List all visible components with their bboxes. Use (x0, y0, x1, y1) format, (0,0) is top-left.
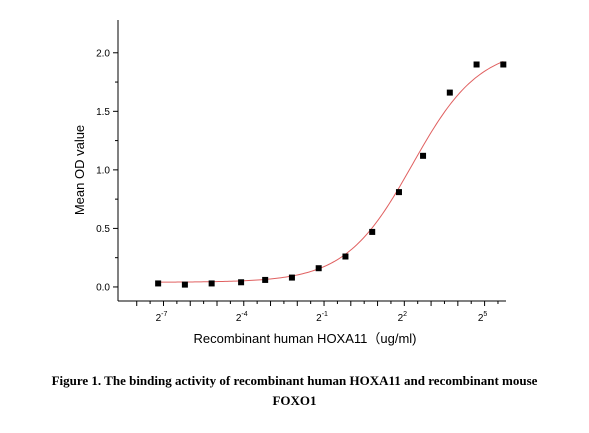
data-point (262, 276, 269, 283)
x-tick-label: 25 (478, 311, 488, 324)
data-point (342, 253, 349, 260)
x-tick-label: 22 (398, 311, 408, 324)
data-point (500, 61, 507, 68)
data-point (395, 189, 402, 196)
binding-activity-chart: 0.00.51.01.52.0 2-7 2-4 2-1 22 25 Mean OD va… (72, 20, 507, 346)
data-point (369, 228, 376, 235)
x-tick-label: 2-7 (156, 311, 168, 324)
x-tick-base: 2 (398, 313, 404, 324)
x-tick-label: 2-4 (236, 311, 248, 324)
y-tick-label: 1.0 (96, 165, 110, 176)
figure-caption-line-1: Figure 1. The binding activity of recomb… (51, 373, 538, 388)
x-tick-base: 2 (156, 313, 162, 324)
data-point (446, 89, 453, 96)
data-point (208, 280, 215, 287)
data-point (288, 274, 295, 281)
data-point (181, 281, 188, 288)
data-point (420, 152, 427, 159)
x-tick-label: 2-1 (316, 311, 328, 324)
figure-caption-line-2: FOXO1 (272, 393, 317, 408)
data-point (473, 61, 480, 68)
y-tick-label: 0.5 (96, 224, 110, 235)
data-point (315, 265, 322, 272)
y-tick-label: 0.0 (96, 282, 110, 293)
data-points-layer (155, 61, 507, 288)
x-tick-base: 2 (478, 313, 484, 324)
x-tick-exponent: -7 (161, 311, 167, 318)
x-tick-base: 2 (236, 313, 242, 324)
x-tick-base: 2 (316, 313, 322, 324)
x-tick-exponent: 2 (403, 311, 407, 318)
y-tick-label: 1.5 (96, 107, 110, 118)
x-tick-exponent: -1 (322, 311, 328, 318)
y-tick-label: 2.0 (96, 48, 110, 59)
fit-curve (158, 61, 504, 283)
y-axis-title: Mean OD value (72, 125, 87, 215)
y-axis: 0.0 0.5 1.0 1.5 2.0 (96, 20, 119, 301)
data-point (155, 280, 162, 287)
x-axis-title: Recombinant human HOXA11（ug/ml) (193, 331, 416, 346)
x-tick-exponent: 5 (483, 311, 487, 318)
x-axis: 2-7 2-4 2-1 22 25 (118, 300, 506, 324)
x-tick-exponent: -4 (241, 311, 247, 318)
fit-curve-layer (158, 61, 504, 283)
data-point (238, 279, 245, 286)
